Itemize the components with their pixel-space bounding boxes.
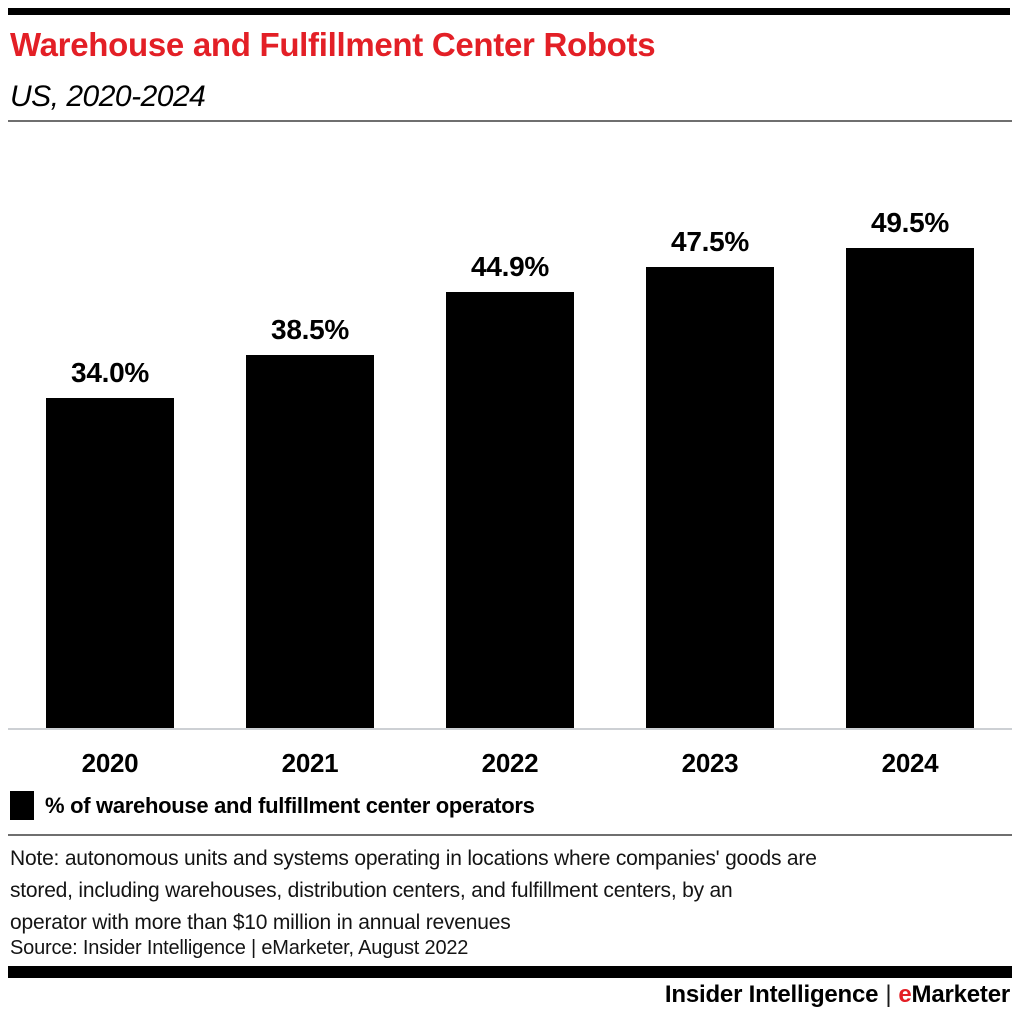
chart-title: Warehouse and Fulfillment Center Robots [10, 26, 656, 63]
footnote-divider [8, 834, 1012, 836]
note-line: stored, including warehouses, distributi… [10, 879, 733, 902]
footer-emarketer-e: e [898, 981, 912, 1008]
bottom-accent-bar [8, 966, 1012, 978]
footer-insider-intelligence: Insider Intelligence [664, 981, 879, 1008]
x-axis-label-2024: 2024 [881, 748, 939, 778]
bar-value-label-2022: 44.9% [471, 251, 549, 282]
header-divider [8, 120, 1012, 122]
chart-legend: % of warehouse and fulfillment center op… [10, 791, 535, 820]
chart-note: Note: autonomous units and systems opera… [10, 843, 1000, 939]
x-axis-line [8, 728, 1012, 730]
bar-2020 [46, 398, 174, 728]
chart-subtitle: US, 2020-2024 [10, 80, 206, 113]
footer-separator: | [885, 981, 892, 1008]
note-line: operator with more than $10 million in a… [10, 911, 511, 934]
top-accent-bar [8, 8, 1010, 15]
note-line: Note: autonomous units and systems opera… [10, 847, 817, 870]
bar-2023 [646, 267, 774, 728]
x-axis-label-2020: 2020 [81, 748, 139, 778]
bar-2024 [846, 248, 974, 728]
bar-value-label-2023: 47.5% [671, 226, 749, 257]
legend-swatch-icon [10, 791, 34, 820]
bar-2021 [246, 355, 374, 728]
bar-value-label-2024: 49.5% [871, 207, 949, 238]
x-axis-label-2023: 2023 [681, 748, 739, 778]
footer-brand: Insider Intelligence | eMarketer [665, 981, 1010, 1009]
legend-label: % of warehouse and fulfillment center op… [45, 792, 535, 818]
x-axis-label-2021: 2021 [281, 748, 339, 778]
bar-2022 [446, 292, 574, 728]
bar-value-label-2020: 34.0% [71, 357, 149, 388]
footer-emarketer-rest: Marketer [911, 981, 1011, 1008]
x-axis-label-2022: 2022 [481, 748, 539, 778]
chart-source: Source: Insider Intelligence | eMarketer… [10, 937, 469, 959]
bar-value-label-2021: 38.5% [271, 314, 349, 345]
